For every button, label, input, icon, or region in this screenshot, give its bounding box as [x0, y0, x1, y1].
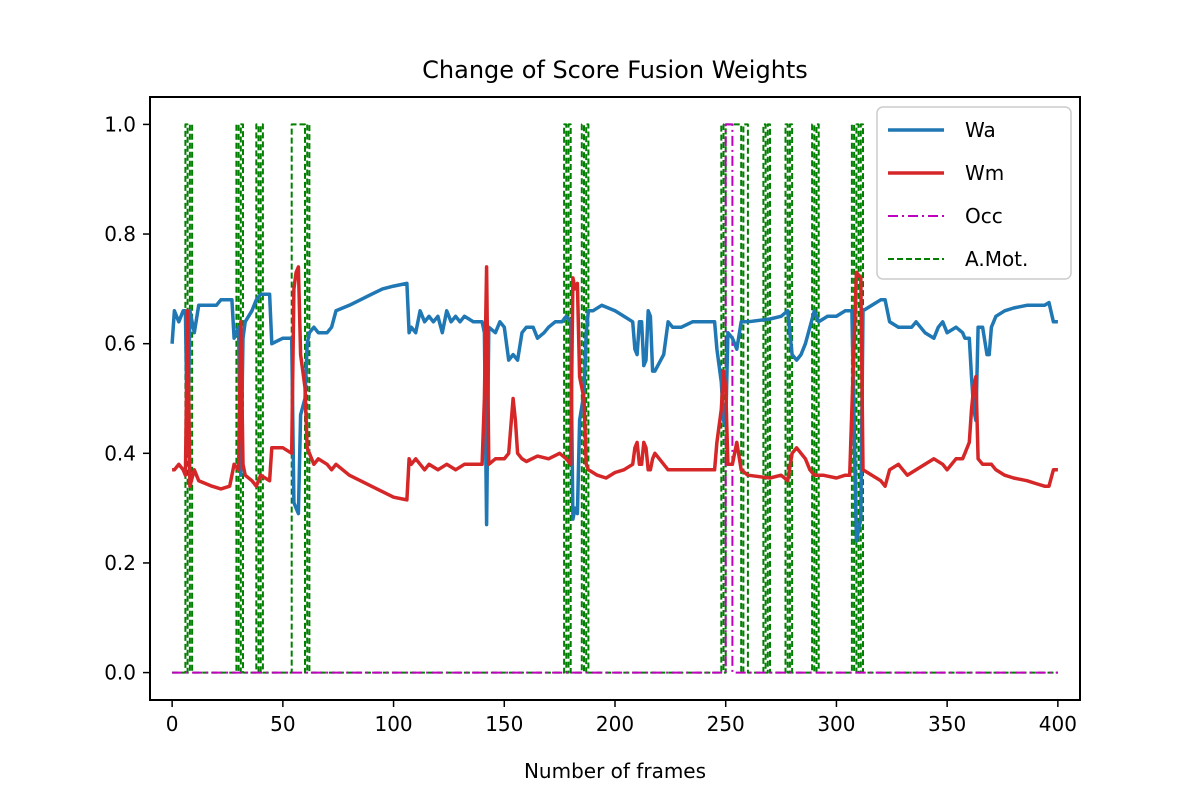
series-layer [170, 123, 1058, 674]
x-tick-label: 100 [374, 712, 412, 736]
x-axis-label: Number of frames [524, 759, 706, 783]
chart-title: Change of Score Fusion Weights [422, 56, 808, 84]
y-tick-label: 1.0 [104, 112, 136, 136]
x-tick-label: 400 [1039, 712, 1077, 736]
legend-label: Occ [965, 204, 1003, 228]
legend: Wa Wm Occ A.Mot. [876, 106, 1072, 280]
x-axis: 0 50 100 150 200 250 300 350 400 [166, 700, 1077, 736]
y-tick-label: 0.8 [104, 222, 136, 246]
legend-label: Wm [965, 161, 1004, 185]
x-tick-label: 350 [928, 712, 966, 736]
y-tick-label: 0.0 [104, 661, 136, 685]
y-axis: 0.0 0.2 0.4 0.6 0.8 1.0 [104, 112, 150, 685]
series-line-wa [170, 281, 1058, 543]
legend-label: Wa [965, 118, 996, 142]
x-tick-label: 0 [166, 712, 179, 736]
y-tick-label: 0.6 [104, 332, 136, 356]
x-tick-label: 50 [270, 712, 295, 736]
x-tick-label: 200 [596, 712, 634, 736]
legend-box [876, 106, 1072, 280]
y-tick-label: 0.2 [104, 551, 136, 575]
x-tick-label: 150 [485, 712, 523, 736]
series-line-occ [172, 123, 1058, 674]
series-line-wm [172, 265, 1058, 502]
y-tick-label: 0.4 [104, 441, 136, 465]
legend-label: A.Mot. [965, 247, 1028, 271]
x-tick-label: 250 [707, 712, 745, 736]
x-tick-label: 300 [817, 712, 855, 736]
